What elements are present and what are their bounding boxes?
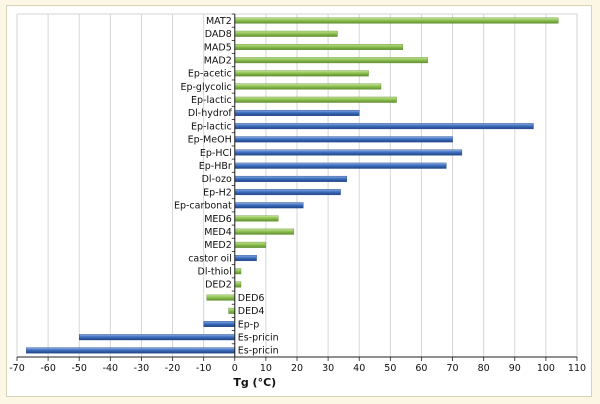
bar — [234, 202, 304, 209]
x-tick-label: 80 — [478, 363, 490, 374]
bars — [26, 17, 559, 354]
bar — [234, 136, 453, 143]
x-axis-title: Tg (°C) — [233, 376, 276, 389]
x-axis: -70 -60 -50 -40 -30 -20 -10 0 10 20 30 40 50 60 70 80 90… — [9, 356, 586, 374]
x-tick-label: 20 — [291, 363, 303, 374]
x-tick-label: 30 — [322, 363, 334, 374]
bar — [234, 149, 463, 156]
bar — [234, 44, 403, 50]
category-label: Es-pricin — [238, 333, 279, 344]
x-tick-label: 100 — [537, 363, 555, 374]
bar — [234, 123, 534, 130]
bar — [79, 334, 235, 341]
bar — [234, 189, 341, 196]
bar — [234, 83, 382, 90]
category-label: Es-pricin — [238, 346, 279, 357]
x-tick-label: -60 — [40, 363, 56, 374]
bar — [203, 321, 235, 327]
category-label: Ep-HBr — [199, 161, 232, 172]
category-labels: MAT2 DAD8 MAD5 MAD2 Ep-acetic Ep-glycolic Ep-l… — [174, 16, 279, 357]
bar — [234, 17, 559, 24]
bar — [234, 255, 257, 262]
bar — [234, 109, 360, 116]
category-label: Dl-hydrof — [188, 108, 233, 119]
chart-frame — [6, 5, 592, 397]
category-label: Ep-carbonat — [174, 201, 232, 212]
bar — [234, 228, 295, 235]
category-label: MAD2 — [204, 55, 232, 66]
bar — [234, 175, 347, 182]
category-label: DED2 — [205, 280, 232, 291]
x-tick-label: 60 — [415, 363, 427, 374]
x-tick-label: 50 — [384, 363, 396, 374]
x-tick-label: -30 — [134, 363, 150, 374]
category-label: MED2 — [204, 240, 232, 251]
bar — [234, 268, 242, 275]
bar — [234, 215, 279, 222]
bar — [228, 307, 235, 314]
category-label: castor oil — [188, 253, 232, 264]
x-tick-label: 40 — [353, 363, 365, 374]
category-label: MED6 — [204, 214, 232, 225]
x-tick-label: 0 — [232, 363, 238, 374]
bar — [234, 70, 369, 77]
bar — [234, 162, 447, 169]
x-tick-label: -50 — [71, 363, 87, 374]
bar — [234, 30, 338, 37]
x-tick-label: -20 — [165, 363, 181, 374]
bar — [234, 241, 267, 248]
bar — [234, 281, 242, 288]
category-label: Ep-acetic — [188, 69, 232, 80]
category-label: MAT2 — [206, 16, 232, 27]
category-label: Ep-lactic — [191, 121, 232, 132]
category-label: MAD5 — [204, 42, 232, 53]
x-tick-label: 110 — [568, 363, 586, 374]
x-tick-label: -10 — [196, 363, 212, 374]
bar — [206, 294, 235, 301]
category-label: DAD8 — [205, 29, 232, 40]
category-label: Ep-lactic — [191, 95, 232, 106]
category-label: MED4 — [204, 227, 232, 238]
bar — [26, 347, 235, 354]
grid-lines — [16, 13, 578, 357]
category-label: DED6 — [238, 293, 265, 304]
bar — [234, 57, 428, 64]
x-tick-label: -40 — [103, 363, 119, 374]
x-tick-label: -70 — [9, 363, 25, 374]
bar — [234, 96, 397, 103]
category-label: DED4 — [238, 306, 265, 317]
category-label: Ep-HCl — [200, 148, 232, 159]
category-label: Ep-glycolic — [180, 82, 231, 93]
category-label: Dl-thiol — [198, 267, 232, 278]
category-label: Ep-H2 — [203, 187, 232, 198]
category-label: Ep-MeOH — [188, 135, 232, 146]
zero-axis — [231, 13, 236, 358]
x-tick-label: 70 — [447, 363, 459, 374]
category-label: Ep-p — [238, 319, 260, 330]
x-tick-label: 10 — [260, 363, 272, 374]
x-tick-label: 90 — [509, 363, 521, 374]
category-label: Dl-ozo — [202, 174, 232, 185]
